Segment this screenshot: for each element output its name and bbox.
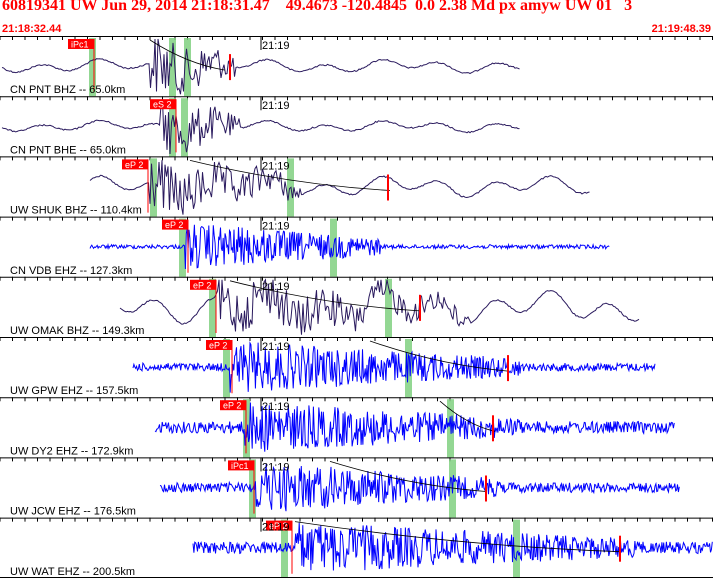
- trace-panel[interactable]: eP 2 21:19 UW DY2 EHZ -- 172.9km: [0, 397, 713, 458]
- phase-pick-label: eP 2: [223, 401, 241, 411]
- waveform-trace: [89, 160, 590, 215]
- minute-tick-label: 21:19: [262, 221, 290, 233]
- station-channel-label: CN PNT BHZ -- 65.0km: [10, 84, 125, 96]
- waveform-trace: [119, 278, 640, 335]
- arrival-band: [184, 38, 191, 97]
- travel-time-curve: [439, 400, 496, 432]
- phase-pick-box[interactable]: [68, 39, 94, 49]
- phase-pick-box[interactable]: [266, 520, 292, 531]
- arrival-band: [385, 278, 392, 337]
- trace-panel[interactable]: eP 2 21:19 UW GPW EHZ -- 157.5km: [0, 337, 713, 398]
- arrival-band: [209, 278, 216, 337]
- phase-pick-label: eP 2: [269, 521, 287, 531]
- arrival-band: [179, 218, 186, 277]
- window-end-time: 21:19:48.39: [651, 23, 711, 35]
- event-header: 60819341 UW Jun 29, 2014 21:18:31.47 49.…: [2, 0, 633, 14]
- waveform-trace: [89, 224, 610, 270]
- waveform-trace: [1, 99, 520, 155]
- waveform-trace: [159, 463, 680, 512]
- station-channel-label: UW DY2 EHZ -- 172.9km: [10, 445, 133, 457]
- station-channel-label: CN PNT BHE -- 65.0km: [10, 144, 126, 156]
- station-channel-label: UW JCW EHZ -- 176.5km: [10, 506, 136, 518]
- phase-pick-box[interactable]: [190, 279, 216, 290]
- trace-panel[interactable]: eP 2 21:19 UW OMAK BHZ -- 149.3km: [0, 276, 713, 337]
- arrival-band: [513, 519, 520, 578]
- seismogram-panels[interactable]: iPc1 21:19 CN PNT BHZ -- 65.0km eS 2 21:19 CN…: [0, 36, 713, 578]
- minute-tick-label: 21:19: [262, 401, 290, 413]
- travel-time-curve: [369, 340, 509, 372]
- waveform-trace: [154, 402, 675, 452]
- minute-tick-label: 21:19: [262, 341, 290, 353]
- phase-pick-box[interactable]: [150, 99, 176, 110]
- waveform-trace: [1, 38, 520, 95]
- arrival-band: [405, 339, 412, 398]
- travel-time-curve: [149, 39, 226, 71]
- phase-pick-label: iPc1: [231, 461, 249, 471]
- trace-panel[interactable]: iPc1 21:19 CN PNT BHZ -- 65.0km: [0, 36, 713, 97]
- phase-pick-label: eS 2: [153, 100, 172, 110]
- phase-pick-box[interactable]: [206, 340, 232, 350]
- minute-tick-label: 21:19: [262, 281, 290, 293]
- station-channel-label: UW OMAK BHZ -- 149.3km: [10, 325, 144, 337]
- trace-panel[interactable]: eP 2 21:19 CN VDB EHZ -- 127.3km: [0, 216, 713, 277]
- phase-pick-label: eP 2: [209, 341, 227, 351]
- trace-panel[interactable]: iPc1 21:19 UW JCW EHZ -- 176.5km: [0, 457, 713, 518]
- minute-tick-label: 21:19: [262, 461, 290, 473]
- window-start-time: 21:18:32.44: [2, 23, 62, 35]
- waveform-trace: [192, 522, 713, 571]
- arrival-band: [181, 98, 188, 157]
- arrival-band: [150, 158, 157, 217]
- phase-pick-label: eP 2: [193, 280, 211, 290]
- travel-time-curve: [294, 521, 621, 553]
- travel-time-curve: [329, 461, 487, 492]
- station-channel-label: CN VDB EHZ -- 127.3km: [10, 265, 132, 277]
- phase-pick-box[interactable]: [162, 219, 188, 230]
- trace-panel[interactable]: eS 2 21:19 CN PNT BHE -- 65.0km: [0, 96, 713, 157]
- arrival-band: [169, 98, 176, 157]
- minute-tick-label: 21:19: [262, 522, 290, 534]
- trace-panel[interactable]: eP 221:19 UW WAT EHZ -- 200.5km: [0, 517, 713, 578]
- station-channel-label: UW WAT EHZ -- 200.5km: [10, 566, 135, 578]
- minute-tick-label: 21:19: [262, 100, 290, 112]
- waveform-trace: [132, 341, 656, 393]
- station-channel-label: UW GPW EHZ -- 157.5km: [10, 385, 138, 397]
- phase-pick-box[interactable]: [228, 460, 254, 471]
- minute-tick-label: 21:19: [262, 160, 290, 172]
- travel-time-curve: [189, 160, 391, 191]
- phase-pick-box[interactable]: [122, 159, 148, 170]
- phase-pick-label: eP 2: [125, 160, 143, 170]
- arrival-band: [89, 38, 96, 97]
- trace-panel[interactable]: eP 2 21:19 UW SHUK BHZ -- 110.4km: [0, 156, 713, 217]
- minute-tick-label: 21:19: [262, 40, 290, 52]
- arrival-band: [169, 38, 176, 97]
- phase-pick-label: eP 2: [165, 220, 183, 230]
- phase-pick-label: iPc1: [71, 40, 89, 50]
- travel-time-curve: [229, 280, 421, 312]
- phase-pick-box[interactable]: [220, 400, 246, 411]
- station-channel-label: UW SHUK BHZ -- 110.4km: [10, 205, 142, 217]
